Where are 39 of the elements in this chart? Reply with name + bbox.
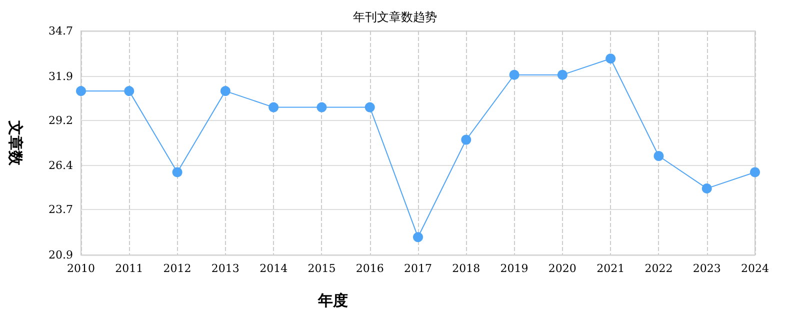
x-tick-label: 2015 [308, 262, 336, 275]
point [509, 70, 520, 80]
chart-title: 年刊文章数趋势 [353, 10, 437, 24]
point [702, 183, 712, 194]
x-tick-label: 2022 [644, 262, 673, 275]
point [557, 70, 568, 80]
x-tick-label: 2023 [692, 262, 721, 275]
x-axis-title: 年度 [317, 292, 348, 310]
point [606, 54, 616, 64]
y-tick-label: 31.9 [48, 70, 73, 83]
x-tick-label: 2024 [741, 262, 769, 275]
y-tick-label: 29.2 [48, 114, 73, 127]
point [461, 134, 472, 145]
x-tick-label: 2017 [404, 262, 432, 275]
x-tick-label: 2010 [67, 262, 95, 275]
x-tick-label: 2021 [596, 262, 625, 275]
x-tick-label: 2014 [260, 262, 288, 275]
point [172, 167, 182, 178]
point [268, 102, 279, 112]
y-tick-label: 20.9 [48, 248, 73, 262]
y-tick-label: 23.7 [48, 203, 73, 216]
y-axis-title: 文章数 [6, 120, 24, 166]
point [76, 86, 86, 96]
y-tick-label: 26.4 [48, 159, 73, 172]
x-tick-label: 2019 [500, 262, 528, 275]
x-tick-label: 2012 [163, 262, 192, 275]
x-tick-label: 2018 [452, 262, 480, 275]
point [124, 86, 134, 96]
point [316, 102, 327, 112]
x-tick-label: 2020 [548, 262, 576, 275]
x-tick-label: 2016 [356, 262, 384, 275]
point [750, 167, 760, 178]
x-tick-label: 2011 [115, 262, 144, 275]
point [654, 150, 664, 161]
x-tick-label: 2013 [211, 262, 240, 275]
y-tick-label: 34.7 [48, 24, 73, 38]
point [364, 102, 375, 112]
point [413, 232, 423, 242]
point [220, 86, 230, 96]
